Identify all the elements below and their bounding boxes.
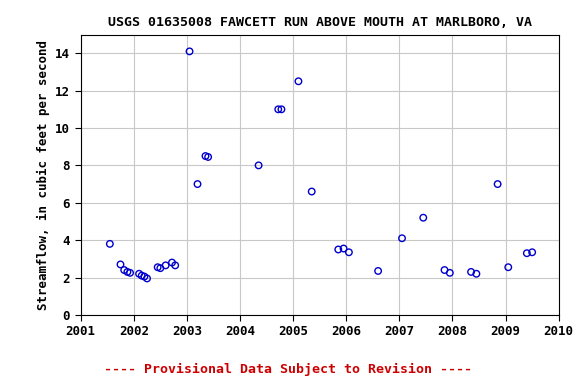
Point — [397, 235, 407, 241]
Point — [156, 265, 165, 271]
Point — [168, 260, 177, 266]
Point — [294, 78, 303, 84]
Point — [493, 181, 502, 187]
Point — [201, 153, 210, 159]
Point — [307, 189, 316, 195]
Point — [142, 275, 151, 281]
Point — [137, 273, 146, 279]
Point — [445, 270, 454, 276]
Point — [254, 162, 263, 169]
Point — [120, 267, 129, 273]
Point — [472, 271, 481, 277]
Point — [373, 268, 382, 274]
Point — [123, 269, 132, 275]
Point — [503, 264, 513, 270]
Point — [126, 270, 135, 276]
Point — [528, 249, 537, 255]
Point — [153, 264, 162, 270]
Point — [105, 241, 115, 247]
Point — [170, 262, 180, 268]
Point — [339, 245, 348, 252]
Text: ---- Provisional Data Subject to Revision ----: ---- Provisional Data Subject to Revisio… — [104, 363, 472, 376]
Point — [140, 273, 149, 280]
Point — [419, 215, 428, 221]
Title: USGS 01635008 FAWCETT RUN ABOVE MOUTH AT MARLBORO, VA: USGS 01635008 FAWCETT RUN ABOVE MOUTH AT… — [108, 16, 532, 29]
Point — [344, 249, 354, 255]
Point — [203, 154, 213, 160]
Point — [116, 262, 125, 268]
Point — [161, 262, 170, 268]
Point — [334, 247, 343, 253]
Y-axis label: Streamflow, in cubic feet per second: Streamflow, in cubic feet per second — [37, 40, 50, 310]
Point — [277, 106, 286, 113]
Point — [440, 267, 449, 273]
Point — [274, 106, 283, 113]
Point — [185, 48, 194, 55]
Point — [522, 250, 532, 256]
Point — [134, 271, 143, 277]
Point — [193, 181, 202, 187]
Point — [467, 269, 476, 275]
